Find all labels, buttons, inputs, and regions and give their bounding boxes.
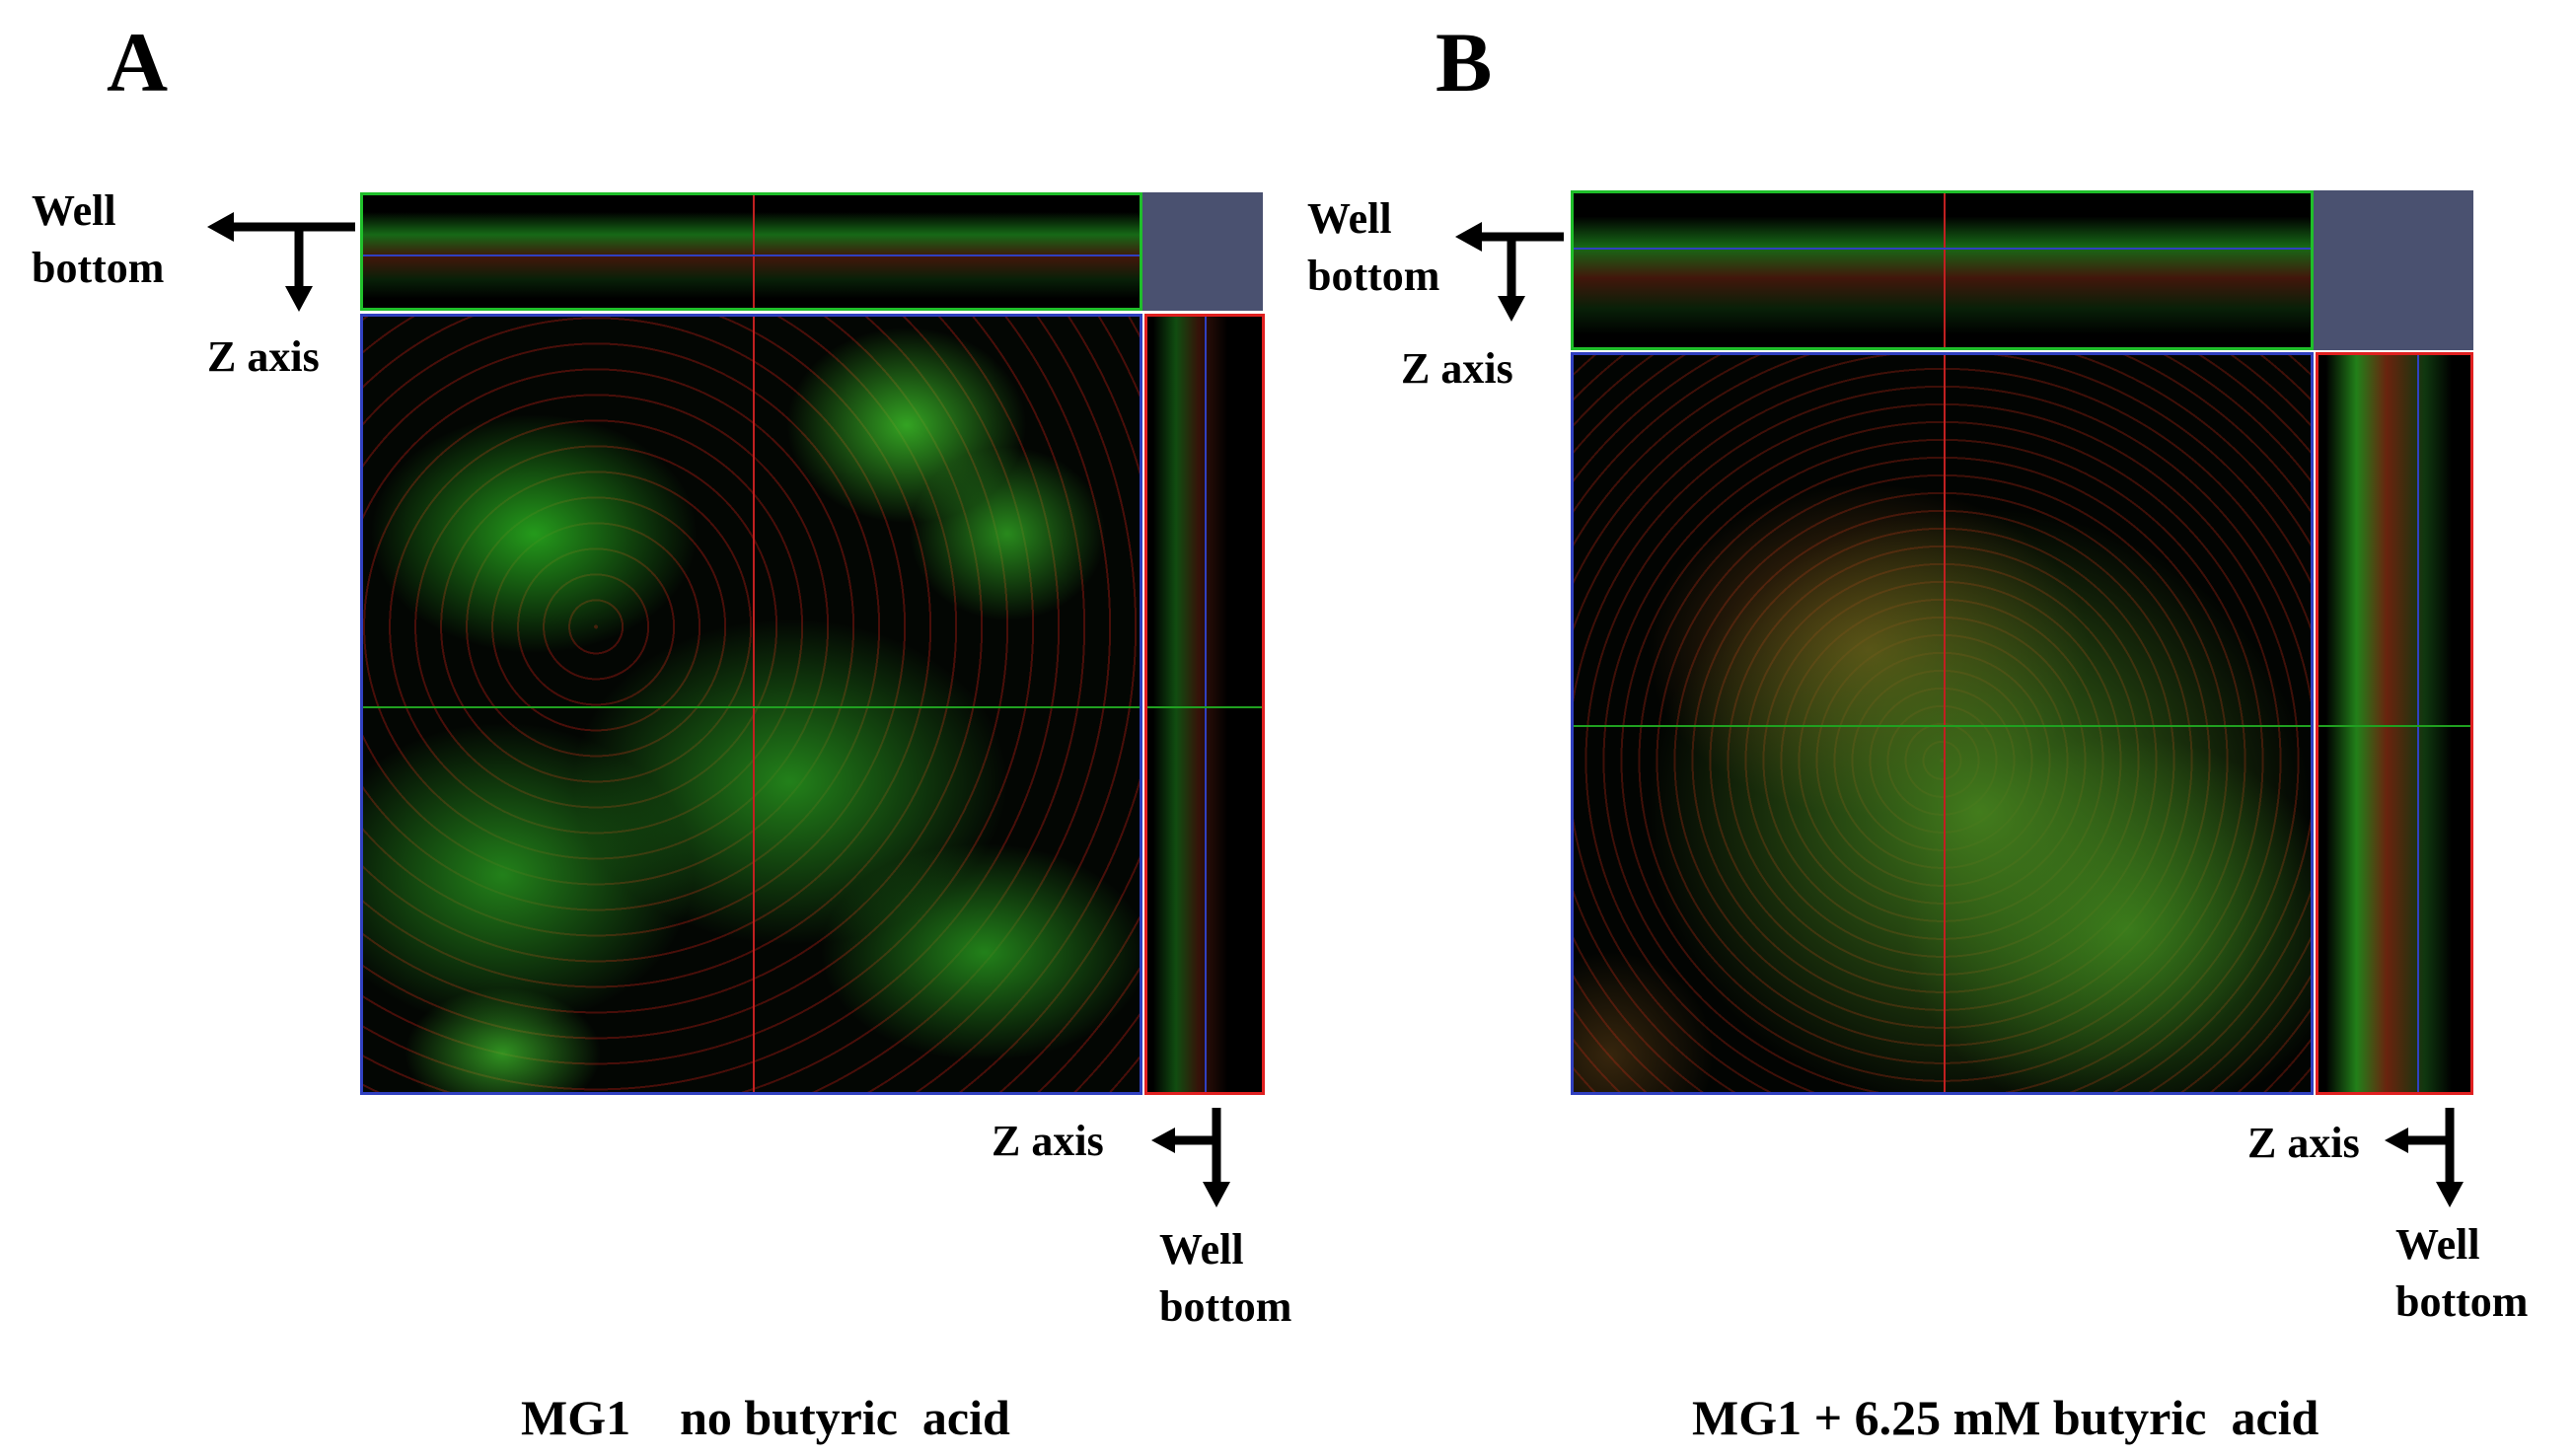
well-bottom-label-top-b: Well bottom bbox=[1307, 190, 1439, 305]
well-bottom-label-top-a: Well bottom bbox=[32, 182, 164, 297]
orientation-arrow-right-b-icon bbox=[2385, 1108, 2464, 1207]
xz-crosshair-vertical-b bbox=[1944, 193, 1946, 347]
xy-crosshair-horizontal-b bbox=[1574, 725, 2311, 727]
yz-crosshair-horizontal-a bbox=[1147, 706, 1262, 708]
orientation-arrow-top-a-icon bbox=[207, 212, 355, 312]
well-bottom-label-top-b-line1: Well bbox=[1307, 194, 1392, 243]
z-axis-label-top-a: Z axis bbox=[207, 332, 320, 381]
yz-orthogonal-view-a bbox=[1144, 314, 1265, 1095]
xy-microscopy-view-b bbox=[1571, 352, 2314, 1095]
well-bottom-label-top-a-line2: bottom bbox=[32, 244, 165, 292]
corner-blank-a bbox=[1142, 192, 1263, 311]
z-axis-label-top-b: Z axis bbox=[1401, 344, 1513, 393]
z-axis-label-right-a: Z axis bbox=[992, 1117, 1104, 1165]
xz-orthogonal-view-a bbox=[360, 192, 1142, 311]
corner-blank-b bbox=[2314, 190, 2473, 350]
xz-crosshair-horizontal-a bbox=[363, 255, 1140, 256]
xz-crosshair-horizontal-b bbox=[1574, 248, 2311, 250]
orientation-arrow-right-a-icon bbox=[1151, 1108, 1230, 1207]
well-bottom-label-top-b-line2: bottom bbox=[1307, 252, 1440, 300]
yz-crosshair-vertical-a bbox=[1205, 317, 1207, 1092]
xz-crosshair-vertical-a bbox=[753, 195, 755, 308]
well-bottom-label-right-a-line1: Well bbox=[1159, 1225, 1244, 1274]
xy-crosshair-vertical-a bbox=[753, 317, 755, 1092]
caption-a: MG1 no butyric acid bbox=[521, 1390, 1010, 1445]
yz-orthogonal-view-b bbox=[2316, 352, 2473, 1095]
yz-crosshair-vertical-b bbox=[2417, 355, 2419, 1092]
well-bottom-label-right-b: Well bottom bbox=[2395, 1216, 2528, 1331]
panel-letter-a: A bbox=[107, 15, 169, 109]
caption-b: MG1 + 6.25 mM butyric acid bbox=[1692, 1390, 2319, 1445]
well-bottom-label-right-b-line1: Well bbox=[2395, 1220, 2480, 1269]
panel-letter-b: B bbox=[1435, 15, 1493, 109]
well-bottom-label-right-a: Well bottom bbox=[1159, 1221, 1291, 1336]
z-axis-label-right-b: Z axis bbox=[2247, 1119, 2360, 1167]
well-bottom-label-top-a-line1: Well bbox=[32, 186, 116, 235]
well-bottom-label-right-a-line2: bottom bbox=[1159, 1282, 1292, 1331]
well-bottom-label-right-b-line2: bottom bbox=[2395, 1277, 2529, 1326]
xy-crosshair-horizontal-a bbox=[363, 706, 1140, 708]
xy-crosshair-vertical-b bbox=[1944, 355, 1946, 1092]
orientation-arrow-top-b-icon bbox=[1455, 222, 1564, 322]
xz-orthogonal-view-b bbox=[1571, 190, 2314, 350]
yz-crosshair-horizontal-b bbox=[2318, 725, 2470, 727]
xy-microscopy-view-a bbox=[360, 314, 1142, 1095]
